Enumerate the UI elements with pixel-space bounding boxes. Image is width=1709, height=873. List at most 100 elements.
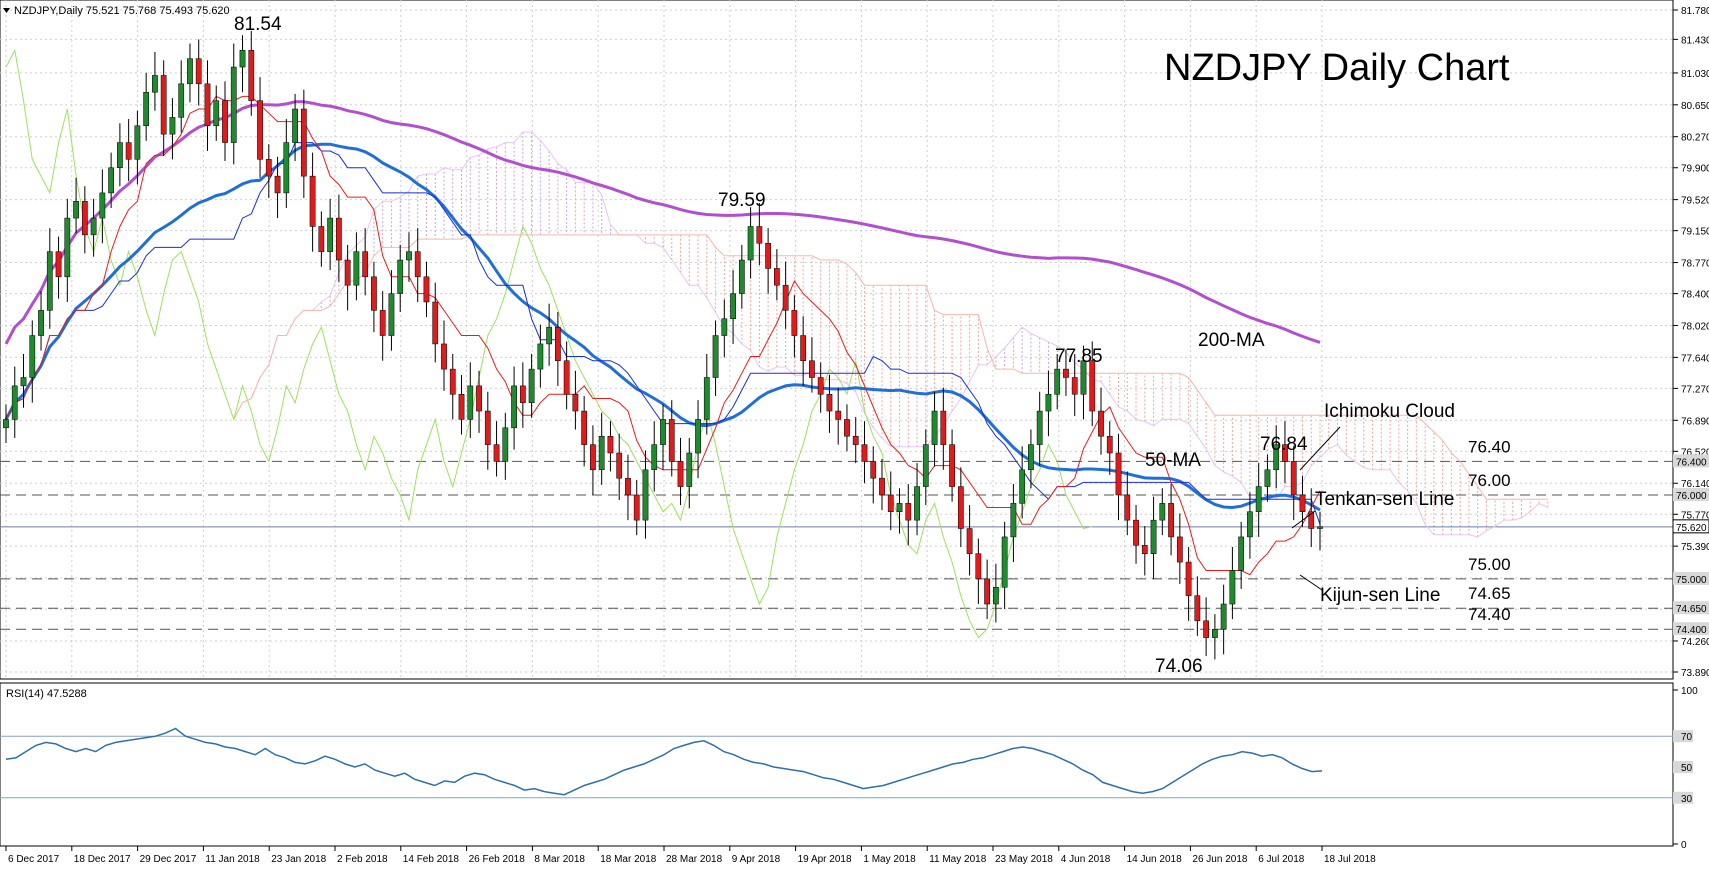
bullish-candle — [353, 251, 360, 286]
candlesticks — [3, 30, 1323, 660]
bearish-candle — [1106, 435, 1113, 454]
rsi-grid — [0, 735, 1673, 799]
rsi-line — [5, 727, 1323, 796]
senkou-a-line — [233, 131, 1549, 538]
bearish-candle — [607, 435, 614, 454]
bullish-candle — [152, 75, 158, 93]
date-tick-label: 6 Dec 2017 — [8, 854, 60, 865]
bearish-candle — [1089, 360, 1096, 412]
date-tick-label: 8 Mar 2018 — [534, 854, 585, 865]
annotation-tenkan-sen-line: Tenkan-sen Line — [1315, 489, 1454, 510]
bullish-candle — [327, 217, 333, 252]
bearish-candle — [572, 394, 579, 412]
date-tick-label: 1 May 2018 — [863, 854, 916, 865]
level-label: 74.65 — [1468, 584, 1511, 603]
bearish-candle — [966, 528, 973, 554]
bullish-candle — [1019, 469, 1026, 504]
price-tick-label: 77.270 — [1681, 384, 1709, 395]
current-price-tag: 75.620 — [1676, 523, 1707, 534]
rsi-axis: 100 70 50 30 0 — [1673, 686, 1698, 851]
bearish-candle — [861, 444, 868, 462]
collapse-triangle-icon[interactable] — [3, 8, 10, 13]
rsi-tag-bg — [1673, 791, 1693, 804]
price-tick-label: 75.390 — [1681, 542, 1709, 553]
date-tick-label: 19 Apr 2018 — [798, 854, 852, 865]
date-tick-label: 4 Jun 2018 — [1061, 854, 1111, 865]
date-tick-label: 14 Feb 2018 — [403, 854, 460, 865]
rsi-tick-label: 50 — [1681, 763, 1693, 774]
bearish-candle — [81, 201, 88, 236]
bullish-candle — [528, 368, 535, 403]
bullish-candle — [1264, 469, 1271, 487]
bullish-candle — [660, 419, 666, 445]
chikou-span-line — [5, 48, 1093, 639]
bearish-candle — [625, 477, 631, 496]
bearish-candle — [484, 410, 491, 445]
ma50-line — [4, 142, 1321, 512]
rsi-tick-label: 100 — [1681, 686, 1698, 697]
bearish-candle — [222, 100, 228, 143]
bearish-candle — [975, 553, 982, 580]
bullish-candle — [1001, 536, 1008, 588]
date-tick-label: 11 Jan 2018 — [205, 854, 260, 865]
bullish-candle — [388, 293, 395, 336]
bearish-candle — [344, 259, 351, 286]
bearish-candle — [1282, 444, 1288, 462]
annotation-ichimoku-cloud: Ichimoku Cloud — [1324, 401, 1455, 422]
bullish-candle — [99, 192, 106, 219]
date-tick-label: 26 Jun 2018 — [1192, 854, 1247, 865]
bullish-candle — [187, 58, 193, 85]
bullish-candle — [117, 142, 123, 168]
level-label: 76.00 — [1468, 471, 1511, 490]
bullish-candle — [721, 318, 728, 336]
bearish-candle — [336, 217, 342, 261]
bearish-candle — [160, 75, 167, 135]
bullish-candle — [143, 91, 150, 127]
date-tick-label: 18 Mar 2018 — [600, 854, 657, 865]
bullish-candle — [239, 50, 246, 68]
bearish-candle — [55, 251, 62, 278]
bullish-candle — [1036, 410, 1043, 445]
annotation-81-54: 81.54 — [234, 14, 282, 35]
bearish-candle — [844, 419, 850, 437]
bullish-candle — [230, 66, 237, 143]
bullish-candle — [20, 377, 27, 387]
bearish-candle — [879, 477, 885, 496]
bearish-candle — [458, 394, 465, 420]
level-tag: 76.400 — [1676, 457, 1707, 468]
price-tick-label: 80.650 — [1681, 101, 1709, 112]
date-tick-label: 28 Mar 2018 — [666, 854, 723, 865]
bearish-candle — [984, 578, 990, 605]
price-tick-label: 78.400 — [1681, 290, 1709, 301]
date-axis: 6 Dec 2017 18 Dec 2017 29 Dec 2017 11 Jan 2… — [5, 846, 1376, 865]
price-tick-label: 81.030 — [1681, 69, 1709, 80]
bullish-candle — [406, 251, 412, 261]
bearish-candle — [852, 435, 859, 445]
bullish-candle — [747, 226, 754, 261]
bearish-candle — [887, 494, 894, 512]
bullish-candle — [90, 217, 97, 236]
bullish-candle — [292, 108, 298, 143]
bearish-candle — [1299, 494, 1306, 512]
date-tick-label: 18 Dec 2017 — [74, 854, 131, 865]
price-tick-label: 79.150 — [1681, 227, 1709, 238]
bearish-candle — [1185, 561, 1192, 596]
rsi-tag-bg — [1673, 730, 1693, 743]
bearish-candle — [1141, 545, 1148, 554]
bullish-candle — [1229, 570, 1236, 605]
bullish-candle — [178, 83, 185, 118]
bearish-candle — [677, 461, 684, 487]
bearish-candle — [1194, 595, 1201, 622]
price-tick-label: 79.900 — [1681, 164, 1709, 175]
level-label: 75.00 — [1468, 555, 1511, 574]
bearish-candle — [1308, 511, 1315, 529]
bullish-candle — [73, 201, 79, 219]
level-tag-bg — [1673, 601, 1709, 615]
bearish-candle — [257, 100, 263, 160]
bearish-candle — [1133, 519, 1139, 546]
bearish-candle — [590, 444, 596, 471]
ichimoku-cloud — [320, 132, 1549, 537]
bullish-candle — [738, 259, 745, 294]
bearish-candle — [1168, 503, 1174, 538]
